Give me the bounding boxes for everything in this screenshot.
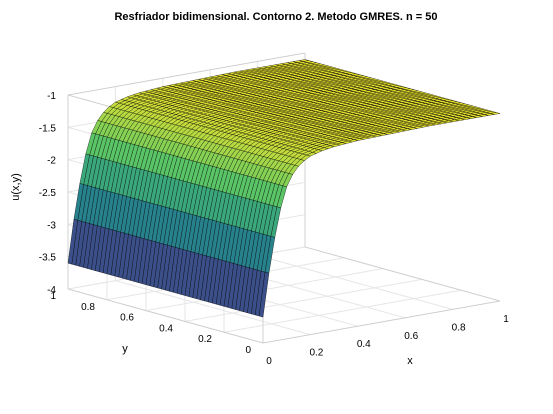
z-tick-label: -4 — [47, 285, 56, 296]
y-tick-label: 0.2 — [198, 334, 212, 345]
y-tick-label: 0.8 — [81, 302, 95, 313]
x-tick-label: 0 — [266, 356, 272, 367]
x-tick-label: 1 — [503, 314, 509, 325]
surface-patch — [258, 271, 270, 318]
floor-grid-line — [223, 289, 462, 333]
y-axis-label: y — [122, 343, 128, 355]
x-tick-label: 0.4 — [357, 339, 371, 350]
x-tick-label: 0.6 — [404, 331, 418, 342]
axes-box-edge — [67, 288, 264, 344]
floor-grid-line — [184, 278, 423, 322]
x-tick-label: 0.8 — [452, 322, 466, 333]
z-tick-label: -1.5 — [39, 123, 57, 134]
z-tick-label: -1 — [47, 91, 56, 102]
axis-ticks: 00.20.40.60.8100.20.40.60.81-4-3.5-3-2.5… — [39, 91, 509, 367]
y-tick-label: 0.4 — [159, 323, 173, 334]
x-tick-label: 0.2 — [309, 348, 323, 359]
z-tick-label: -3.5 — [39, 253, 57, 264]
z-axis-label: u(x,y) — [10, 173, 22, 201]
floor-grid-line — [257, 254, 453, 310]
y-tick-label: 1 — [50, 291, 56, 302]
x-axis-label: x — [407, 355, 413, 367]
z-tick-label: -3 — [47, 220, 56, 231]
floor-grid-line — [115, 280, 311, 336]
surface-mesh — [67, 59, 501, 318]
y-tick-label: 0.6 — [120, 313, 134, 324]
axes-box-edge — [304, 246, 501, 302]
z-tick-label: -2.5 — [39, 188, 57, 199]
axes-box-edge — [67, 52, 306, 96]
y-tick-label: 0 — [245, 345, 251, 356]
axes-box-edge — [262, 300, 501, 344]
chart-title: Resfriador bidimensional. Contorno 2. Me… — [114, 11, 437, 23]
z-tick-label: -2 — [47, 156, 56, 167]
